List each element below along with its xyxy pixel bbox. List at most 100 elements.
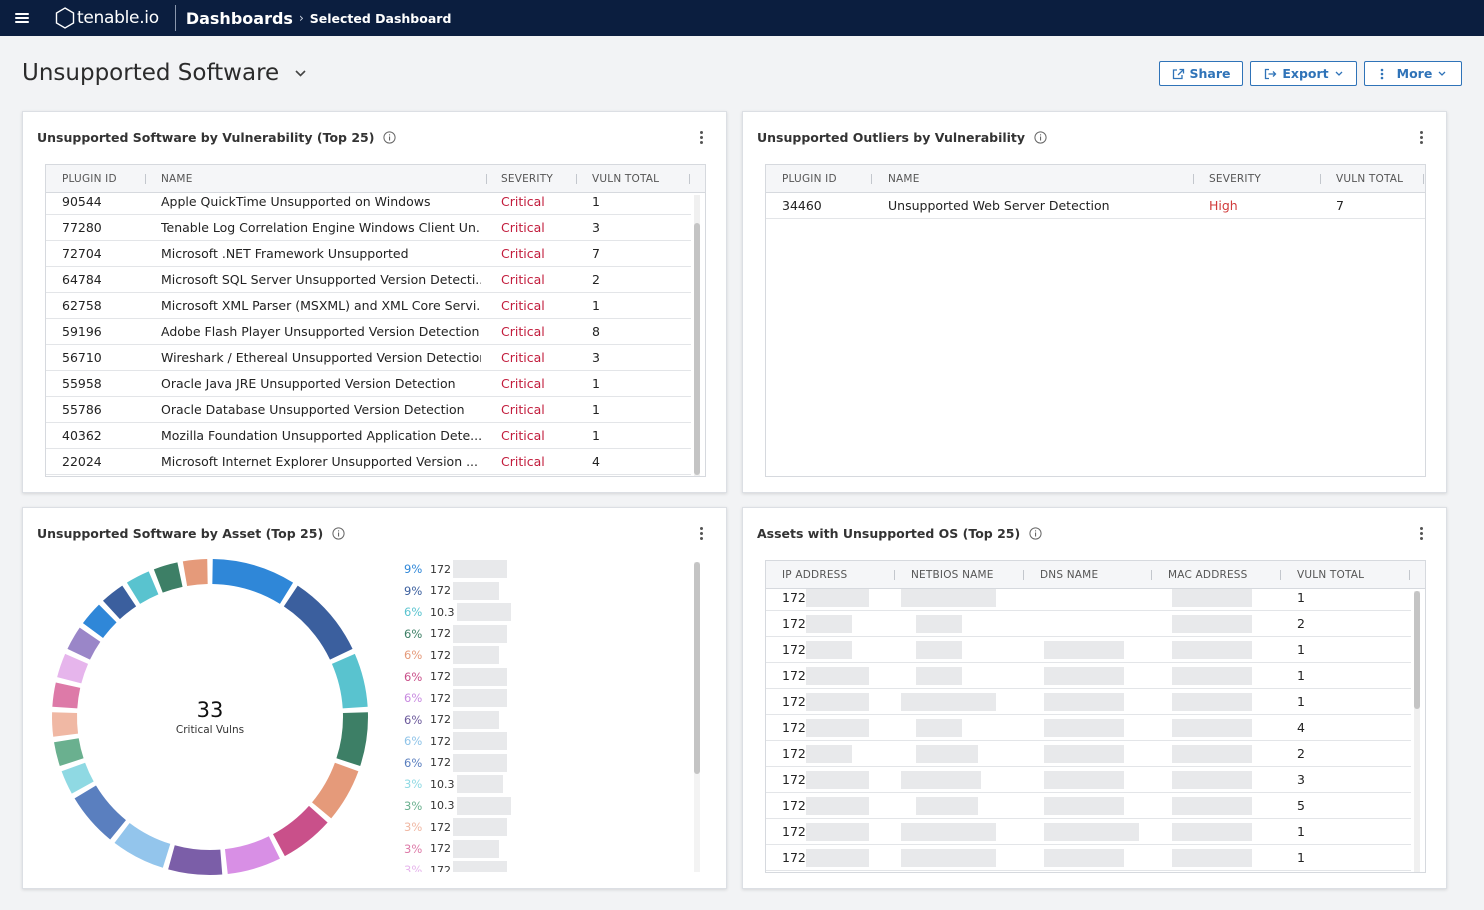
donut-segment[interactable] [52,682,81,709]
legend-item[interactable]: 6% 172 [404,667,507,686]
donut-segment[interactable] [61,762,94,794]
donut-segment[interactable] [67,627,101,660]
table-row[interactable]: 34460 Unsupported Web Server Detection Hig… [766,193,1425,219]
chevron-down-icon[interactable] [295,69,306,77]
column-header-vuln-total[interactable]: VULN TOTAL [592,173,660,185]
table-row[interactable]: 56710 Wireshark / Ethereal Unsupported Ve… [46,345,691,371]
table-row[interactable]: 40362 Mozilla Foundation Unsupported Appl… [46,423,691,449]
scrollbar-track[interactable] [694,195,700,476]
donut-segment[interactable] [312,762,359,819]
table-row[interactable]: 90544 Apple QuickTime Unsupported on Wind… [46,189,691,215]
ip-address-cell[interactable]: 172 [782,616,806,631]
legend-item[interactable]: 6% 172 [404,732,507,750]
name-cell[interactable]: Wireshark / Ethereal Unsupported Version… [161,350,481,365]
donut-segment[interactable] [82,604,117,638]
scrollbar-track[interactable] [1414,591,1420,872]
name-cell[interactable]: Microsoft Internet Explorer Unsupported … [161,454,479,469]
info-icon[interactable] [383,131,397,144]
name-cell[interactable]: Unsupported Web Server Detection [888,198,1110,213]
scrollbar-thumb[interactable] [1414,591,1420,709]
ip-address-cell[interactable]: 172 [782,668,806,683]
legend-item[interactable]: 6% 172 [404,753,507,772]
legend-item[interactable]: 3% 10.3 [404,796,511,815]
donut-segment[interactable] [331,653,368,709]
widget-menu-icon[interactable] [700,131,704,144]
name-cell[interactable]: Mozilla Foundation Unsupported Applicati… [161,428,481,443]
legend-item[interactable]: 6% 172 [404,646,499,664]
name-cell[interactable]: Tenable Log Correlation Engine Windows C… [161,220,481,235]
page-title[interactable]: Unsupported Software [22,60,306,86]
widget-menu-icon[interactable] [1420,527,1424,540]
export-button[interactable]: Export [1250,61,1357,86]
donut-segment[interactable] [114,822,171,868]
column-header-plugin-id[interactable]: PLUGIN ID [782,173,837,185]
legend-item[interactable]: 6% 10.3 [404,603,511,621]
column-header-name[interactable]: NAME [161,173,193,185]
donut-segment[interactable] [182,559,208,586]
legend-item[interactable]: 3% 172 [404,818,507,836]
donut-segment[interactable] [212,559,294,604]
scrollbar-track[interactable] [694,562,700,872]
table-row[interactable]: 172 2 [766,611,1411,637]
donut-segment[interactable] [126,571,159,604]
table-row[interactable]: 172 1 [766,689,1411,715]
table-row[interactable]: 172 3 [766,767,1411,793]
ip-address-cell[interactable]: 172 [782,746,806,761]
ip-address-cell[interactable]: 172 [782,642,806,657]
donut-segment[interactable] [54,738,84,767]
tenable-logo[interactable]: tenable.io [55,7,159,29]
ip-address-cell[interactable]: 172 [782,824,806,839]
name-cell[interactable]: Adobe Flash Player Unsupported Version D… [161,324,480,339]
table-row[interactable]: 62758 Microsoft XML Parser (MSXML) and XM… [46,293,691,319]
name-cell[interactable]: Microsoft XML Parser (MSXML) and XML Cor… [161,298,481,313]
legend-item[interactable]: 3% 172 [404,839,499,858]
column-header-vuln-total[interactable]: VULN TOTAL [1336,173,1404,185]
table-row[interactable]: 172 2 [766,741,1411,767]
donut-segment[interactable] [74,785,126,840]
donut-segment[interactable] [57,653,89,684]
scrollbar-thumb[interactable] [694,223,700,475]
name-cell[interactable]: Apple QuickTime Unsupported on Windows [161,194,431,209]
table-row[interactable]: 172 1 [766,637,1411,663]
table-row[interactable]: 172 1 [766,663,1411,689]
legend-item[interactable]: 9% 172 [404,560,507,578]
info-icon[interactable] [1029,527,1042,540]
legend-item[interactable]: 3% 172 [404,861,507,872]
donut-segment[interactable] [273,805,328,857]
name-cell[interactable]: Microsoft .NET Framework Unsupported [161,246,409,261]
column-header-severity[interactable]: SEVERITY [501,173,553,185]
ip-address-cell[interactable]: 172 [782,720,806,735]
column-header-name[interactable]: NAME [888,173,920,185]
ip-address-cell[interactable]: 172 [782,694,806,709]
legend-item[interactable]: 6% 172 [404,624,507,643]
donut-segment[interactable] [168,845,223,875]
legend-item[interactable]: 6% 172 [404,710,499,729]
breadcrumb-dashboards[interactable]: Dashboards [185,8,293,28]
legend-item[interactable]: 6% 172 [404,689,507,707]
table-row[interactable]: 172 1 [766,585,1411,611]
column-header-ip-address[interactable]: IP ADDRESS [782,569,848,581]
donut-segment[interactable] [153,562,183,593]
column-header-severity[interactable]: SEVERITY [1209,173,1261,185]
table-row[interactable]: 64784 Microsoft SQL Server Unsupported Ve… [46,267,691,293]
table-row[interactable]: 59196 Adobe Flash Player Unsupported Vers… [46,319,691,345]
donut-segment[interactable] [102,585,137,620]
ip-address-cell[interactable]: 172 [782,772,806,787]
widget-menu-icon[interactable] [1420,131,1424,144]
name-cell[interactable]: Microsoft SQL Server Unsupported Version… [161,272,481,287]
more-button[interactable]: More [1364,61,1462,86]
column-header-plugin-id[interactable]: PLUGIN ID [62,173,117,185]
column-header-dns-name[interactable]: DNS NAME [1040,569,1099,581]
name-cell[interactable]: Oracle Java JRE Unsupported Version Dete… [161,376,456,391]
donut-segment[interactable] [336,712,368,767]
table-row[interactable]: 172 1 [766,819,1411,845]
table-row[interactable]: 77280 Tenable Log Correlation Engine Wind… [46,215,691,241]
donut-segment[interactable] [51,712,79,737]
column-header-vuln-total[interactable]: VULN TOTAL [1297,569,1365,581]
donut-segment[interactable] [283,585,353,660]
info-icon[interactable] [1034,131,1047,144]
table-row[interactable]: 72704 Microsoft .NET Framework Unsupporte… [46,241,691,267]
ip-address-cell[interactable]: 172 [782,798,806,813]
table-row[interactable]: 172 1 [766,845,1411,871]
scrollbar-thumb[interactable] [694,562,700,774]
